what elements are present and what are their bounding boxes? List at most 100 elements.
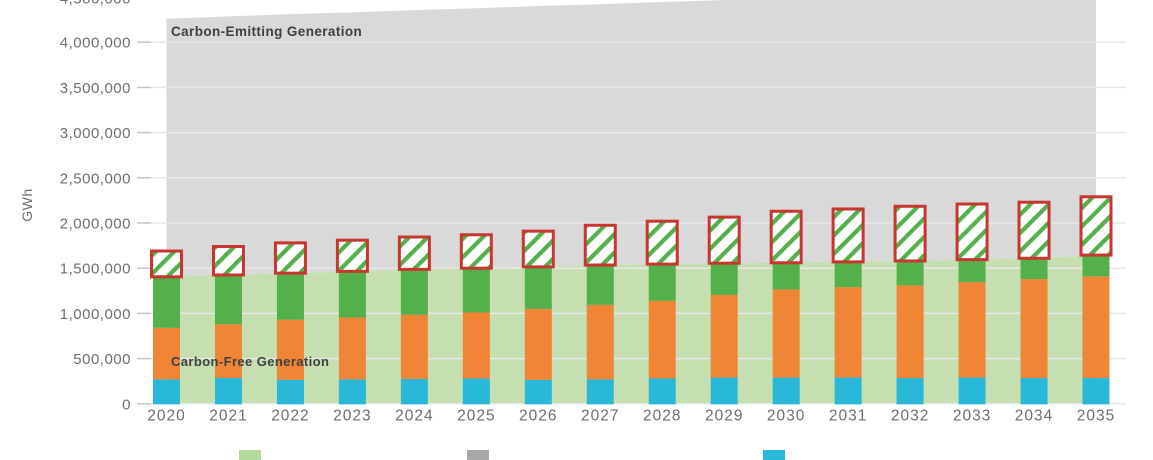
x-axis-tick-label: 2034 [1015,407,1053,424]
bar-segment-hatched-2027 [583,223,617,267]
legend-swatch-carbon-free [239,450,261,460]
bar-segment-green-2023 [338,271,366,318]
y-axis-tick-label: 1,000,000 [60,306,131,323]
bar-segment-cyan-2023 [338,379,366,405]
x-axis-tick-label: 2025 [457,407,495,424]
bar-segment-cyan-2027 [586,379,614,405]
bar-segment-cyan-2024 [400,378,428,405]
x-axis-tick-label: 2033 [953,407,991,424]
y-axis-tick-label: 1,500,000 [60,261,131,278]
bar-segment-hatched-2028 [645,219,679,266]
x-axis-tick-label: 2021 [209,407,247,424]
bar-segment-cyan-2032 [896,378,924,405]
bar-segment-cyan-2033 [958,377,986,405]
bar-segment-orange-2021 [214,324,242,379]
carbon-free-area-label: Carbon-Free Generation [171,354,330,369]
bar-segment-hatched-2024 [397,235,431,271]
legend-swatch-carbon-emitting [467,450,489,460]
bar-segment-hatched-2026 [521,229,555,269]
bar-segment-green-2026 [524,266,552,309]
bar-segment-orange-2033 [958,282,986,378]
bar-segment-orange-2034 [1020,279,1048,379]
y-axis-tick-label: 500,000 [73,351,131,368]
bar-segment-orange-2032 [896,285,924,379]
bar-segment-green-2031 [834,261,862,288]
bar-segment-green-2024 [400,269,428,315]
bar-segment-cyan-2020 [153,379,180,405]
x-axis-tick-label: 2035 [1077,407,1115,424]
bar-segment-hatched-2029 [707,215,741,265]
bar-segment-cyan-2034 [1020,378,1048,405]
x-axis-tick-label: 2022 [271,407,309,424]
x-axis-tick-label: 2030 [767,407,805,424]
bar-segment-hatched-2021 [211,245,245,277]
bar-segment-green-2027 [586,265,614,305]
bar-segment-orange-2024 [400,314,428,379]
bar-segment-orange-2020 [153,327,180,380]
bar-segment-green-2034 [1020,258,1048,280]
bar-segment-hatched-2025 [459,233,493,270]
x-axis-tick-label: 2028 [643,407,681,424]
x-axis-tick-label: 2023 [333,407,371,424]
y-axis-tick-label: 2,000,000 [60,216,131,233]
bar-segment-orange-2030 [772,289,800,378]
bar-segment-green-2029 [710,263,738,295]
y-axis-title: GWh [19,188,35,222]
y-axis-tick-label: 3,000,000 [60,125,131,142]
bar-segment-green-2022 [276,273,304,320]
bar-segment-orange-2035 [1082,276,1110,379]
bar-segment-green-2035 [1082,255,1110,277]
bar-segment-orange-2025 [462,312,490,379]
y-axis-tick-label: 3,500,000 [60,80,131,97]
x-axis-tick-label: 2029 [705,407,743,424]
bar-segment-green-2032 [896,260,924,286]
x-axis-tick-label: 2027 [581,407,619,424]
bar-segment-green-2020 [153,276,180,328]
bar-segment-cyan-2026 [524,379,552,405]
bar-segment-hatched-2020 [150,249,183,279]
bar-segment-orange-2027 [586,304,614,380]
bar-segment-cyan-2022 [276,379,304,405]
bar-segment-cyan-2029 [710,377,738,405]
carbon-emitting-area-label: Carbon-Emitting Generation [171,24,363,39]
x-axis-tick-label: 2026 [519,407,557,424]
bar-segment-hatched-2030 [769,209,803,265]
bar-segment-green-2030 [772,262,800,290]
bar-segment-cyan-2031 [834,377,862,405]
bar-segment-green-2021 [214,274,242,325]
bar-segment-hatched-2032 [893,204,927,263]
y-axis-tick-label: 4,000,000 [60,35,131,52]
bar-segment-orange-2028 [648,300,676,379]
bar-segment-hatched-2023 [335,238,369,273]
y-axis-tick-label: 0 [122,396,131,413]
bar-segment-hatched-2035 [1079,195,1113,257]
bar-segment-cyan-2028 [648,378,676,405]
bar-segment-hatched-2031 [831,207,865,264]
x-axis-tick-label: 2024 [395,407,433,424]
bar-segment-hatched-2033 [955,202,989,262]
bar-segment-cyan-2025 [462,378,490,405]
bar-segment-hatched-2022 [273,241,307,275]
bar-segment-cyan-2035 [1082,378,1110,405]
bar-segment-orange-2026 [524,308,552,380]
bar-segment-green-2033 [958,259,986,283]
x-axis-tick-label: 2031 [829,407,867,424]
bar-segment-green-2028 [648,264,676,301]
bar-segment-cyan-2021 [214,378,242,405]
y-axis-tick-label: 2,500,000 [60,170,131,187]
bar-segment-cyan-2030 [772,377,800,405]
bar-segment-orange-2023 [338,317,366,380]
bar-segment-orange-2031 [834,287,862,378]
carbon-free-area [166,255,1097,404]
legend-swatch-cyan-series [763,450,785,460]
x-axis-tick-label: 2032 [891,407,929,424]
legend [0,450,1153,460]
bar-segment-orange-2029 [710,294,738,378]
bar-segment-hatched-2034 [1017,200,1051,260]
bar-segment-orange-2022 [276,319,304,380]
x-axis-tick-label: 2020 [147,407,185,424]
y-axis-tick-label: 4,500,000 [60,0,131,7]
bar-segment-green-2025 [462,268,490,313]
